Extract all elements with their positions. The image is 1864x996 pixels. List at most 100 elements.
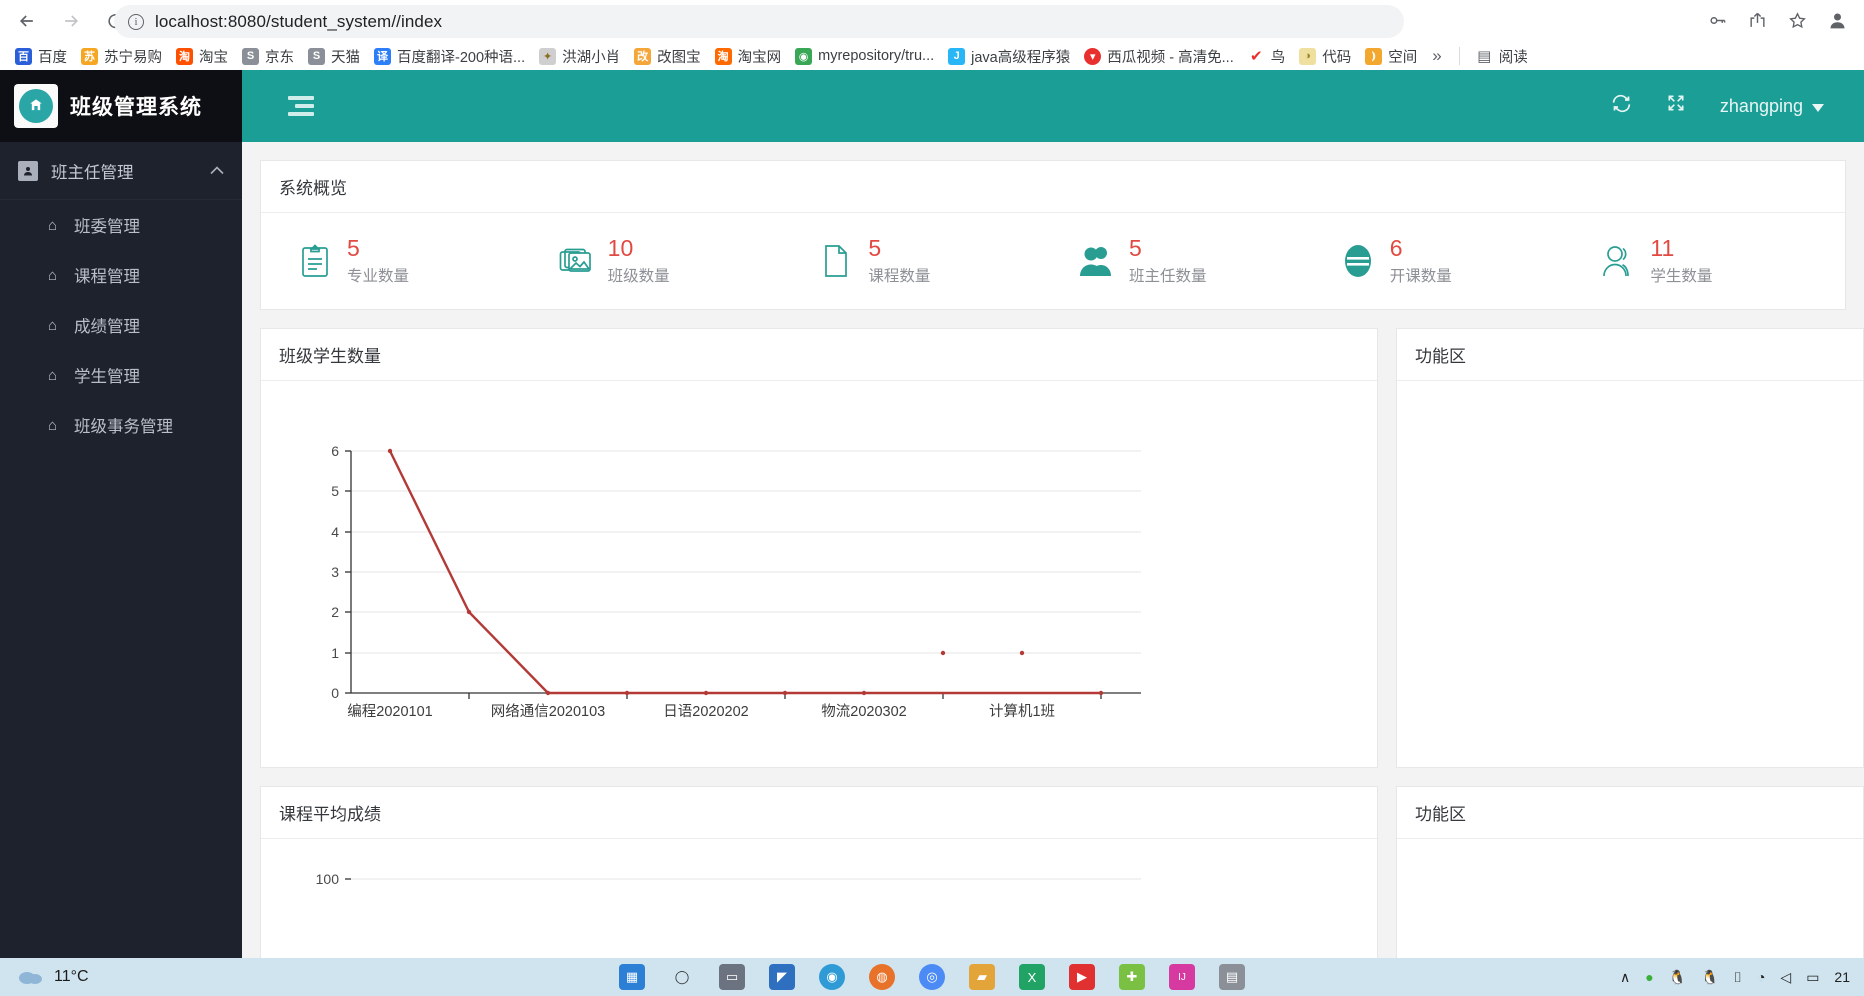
stat-label: 开课数量: [1389, 268, 1452, 286]
sidebar-item-label: 学生管理: [74, 368, 140, 386]
chevron-up-icon[interactable]: [210, 163, 224, 178]
refresh-icon[interactable]: [1611, 93, 1632, 120]
bookmarks-overflow-button[interactable]: »: [1432, 46, 1442, 65]
key-icon[interactable]: [1700, 3, 1734, 37]
stat-label: 专业数量: [347, 268, 410, 286]
reading-list-button[interactable]: ▤ 阅读: [1477, 48, 1528, 66]
stat-value: 10: [607, 234, 634, 261]
bookmark-item[interactable]: ◑ 代码: [1292, 44, 1358, 68]
back-arrow-icon[interactable]: [10, 4, 44, 38]
volume-icon[interactable]: ◁: [1780, 968, 1792, 985]
stat-value: 5: [347, 234, 360, 261]
bookmark-item[interactable]: ✔ 鸟: [1241, 44, 1293, 68]
usb-icon[interactable]: ⌷: [1733, 968, 1742, 985]
wechat-icon[interactable]: ●: [1645, 969, 1654, 985]
wifi-icon[interactable]: ◔: [1756, 969, 1766, 985]
x-tick-label-4: 计算机1班: [989, 703, 1055, 720]
bookmark-item[interactable]: 译百度翻译-200种语...: [367, 44, 532, 68]
stat-classes[interactable]: 10 班级数量: [532, 236, 793, 286]
bookmark-item[interactable]: S 天猫: [301, 44, 367, 68]
stat-label: 班级数量: [607, 268, 670, 286]
username-label: zhangping: [1719, 95, 1803, 116]
stat-homeroom-teachers[interactable]: 5 班主任数量: [1053, 236, 1314, 286]
bookmark-star-icon[interactable]: [1780, 3, 1814, 37]
widgets-icon[interactable]: ▦: [619, 964, 645, 990]
fullscreen-icon[interactable]: [1666, 93, 1686, 119]
app-icon[interactable]: ▤: [1219, 964, 1245, 990]
stat-value: 5: [1129, 234, 1142, 261]
taskbar-weather[interactable]: 11°C: [0, 966, 89, 988]
sidebar-item-banjishiwu[interactable]: ⌂ 班级事务管理: [0, 400, 242, 450]
stat-offered-courses[interactable]: 6 开课数量: [1314, 236, 1575, 286]
panel-title: 功能区: [1415, 805, 1466, 824]
firefox-icon[interactable]: ◍: [869, 964, 895, 990]
y-tick-1: 1: [331, 645, 339, 661]
bookmark-item[interactable]: 百百度: [8, 44, 74, 68]
bookmark-item[interactable]: 苏苏宁易购: [74, 44, 169, 68]
bookmark-favicon: S: [308, 47, 325, 65]
clock[interactable]: 21: [1834, 969, 1850, 985]
stat-courses[interactable]: 5 课程数量: [792, 236, 1053, 286]
explorer-icon[interactable]: ◤: [769, 964, 795, 990]
edge-icon[interactable]: ◉: [819, 964, 845, 990]
show-hidden-icons-button[interactable]: ∧: [1619, 968, 1631, 985]
excel-icon[interactable]: X: [1019, 964, 1045, 990]
share-icon[interactable]: [1740, 3, 1774, 37]
function-area-header-1: 功能区: [1397, 329, 1863, 381]
sidebar-item-xuesheng[interactable]: ⌂ 学生管理: [0, 350, 242, 400]
stat-majors[interactable]: 5 专业数量: [271, 236, 532, 286]
idea-icon[interactable]: IJ: [1169, 964, 1195, 990]
y-tick-2: 2: [331, 604, 339, 620]
bookmark-favicon: 苏: [81, 47, 98, 65]
course-avg-chart[interactable]: 100: [261, 839, 1377, 958]
sidebar-group-homeroom[interactable]: 班主任管理: [0, 142, 242, 200]
stat-value: 11: [1650, 234, 1675, 261]
bookmarks-bar: 百百度 苏苏宁易购 淘淘宝 S 京东 S 天猫 译百度翻译-200种语... ✦ 洪湖…: [0, 42, 1864, 70]
bookmark-item[interactable]: 淘淘宝: [169, 44, 235, 68]
task-view-icon[interactable]: ▭: [719, 964, 745, 990]
bookmark-item[interactable]: 淘淘宝网: [708, 44, 789, 68]
folder-icon[interactable]: ▰: [969, 964, 995, 990]
home-icon: ⌂: [47, 416, 58, 434]
sidebar-item-chengji[interactable]: ⌂ 成绩管理: [0, 300, 242, 350]
dashboard-row-1: 班级学生数量: [260, 328, 1864, 768]
search-icon[interactable]: ◯: [674, 969, 690, 984]
topbar-actions: zhangping: [1611, 93, 1864, 120]
bookmark-favicon: 淘: [176, 47, 193, 65]
profile-avatar-icon[interactable]: [1820, 3, 1854, 37]
bookmark-item[interactable]: ✦ 洪湖小肖: [532, 44, 627, 68]
sidebar-item-banwei[interactable]: ⌂ 班委管理: [0, 200, 242, 250]
panel-title: 班级学生数量: [279, 347, 381, 366]
stat-students[interactable]: 11 学生数量: [1574, 236, 1835, 286]
forward-arrow-icon[interactable]: [54, 4, 88, 38]
sidebar-item-label: 课程管理: [74, 268, 140, 286]
home-icon: ⌂: [47, 216, 58, 234]
battery-icon[interactable]: ▭: [1806, 968, 1820, 985]
bookmark-item[interactable]: ▾ 西瓜视频 - 高清免...: [1077, 44, 1240, 68]
function-area-panel-1: 功能区: [1396, 328, 1864, 768]
qq-icon[interactable]: 🐧: [1668, 968, 1687, 985]
class-students-chart[interactable]: 6 5 4 3 2 1 0: [261, 381, 1377, 769]
bookmark-item[interactable]: ⦆ 空间: [1358, 44, 1424, 68]
collapse-menu-icon[interactable]: [288, 96, 314, 116]
bookmark-item[interactable]: ◉ myrepository/tru...: [788, 44, 941, 68]
media-icon[interactable]: ▶: [1069, 964, 1095, 990]
person-outline-icon: [1598, 240, 1638, 282]
user-menu[interactable]: zhangping: [1720, 96, 1824, 117]
sidebar-item-kecheng[interactable]: ⌂ 课程管理: [0, 250, 242, 300]
address-bar[interactable]: i localhost:8080/student_system//index: [114, 5, 1404, 38]
stat-label: 班主任数量: [1129, 268, 1207, 286]
bookmark-favicon: ▾: [1084, 47, 1102, 65]
browser-nav-row: i localhost:8080/student_system//index: [0, 0, 1864, 42]
y-tick-6: 6: [331, 443, 339, 459]
class-students-panel: 班级学生数量: [260, 328, 1378, 768]
site-info-icon[interactable]: i: [128, 13, 144, 30]
bookmark-item[interactable]: S 京东: [235, 44, 301, 68]
home-icon: ⌂: [47, 266, 58, 284]
bookmark-item[interactable]: 改改图宝: [627, 44, 708, 68]
chrome-icon[interactable]: ◎: [919, 964, 945, 990]
qq-icon-2[interactable]: 🐧: [1701, 968, 1719, 985]
tools-icon[interactable]: ✚: [1119, 964, 1145, 990]
